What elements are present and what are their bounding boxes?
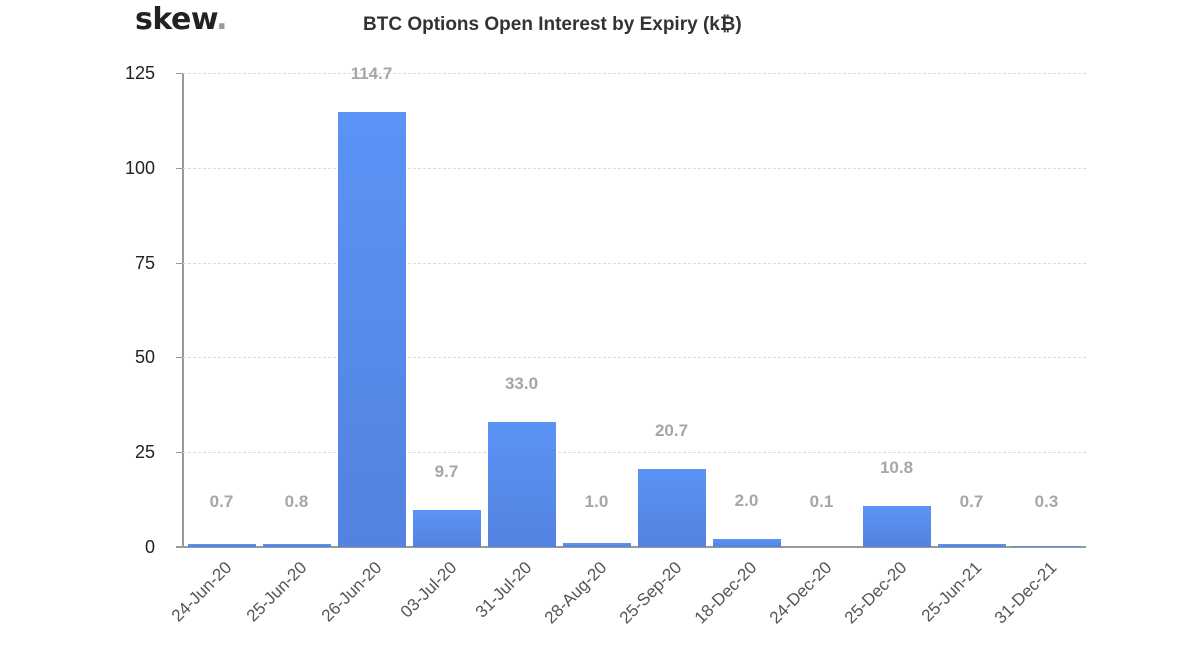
bar-24-Dec-20[interactable] [788, 546, 856, 547]
x-tick-label: 28-Aug-20 [540, 557, 610, 628]
gridline [183, 452, 1086, 453]
skew-logo: skew. [135, 0, 228, 40]
gridline [183, 357, 1086, 358]
bar-28-Aug-20[interactable] [563, 543, 631, 547]
value-label: 0.3 [1034, 492, 1059, 511]
x-tick-label: 25-Jun-20 [242, 557, 310, 626]
value-label: 1.0 [584, 492, 609, 511]
x-tick-label: 24-Jun-20 [167, 557, 235, 626]
y-tick-mark [176, 547, 183, 548]
gridline [183, 168, 1086, 169]
bar-31-Jul-20[interactable] [488, 421, 556, 547]
y-tick-label: 75 [134, 252, 155, 273]
gridline [183, 73, 1086, 74]
chart-title: BTC Options Open Interest by Expiry (k₿) [363, 14, 742, 35]
x-tick-label: 03-Jul-20 [396, 557, 460, 622]
x-tick-label: 31-Dec-21 [990, 557, 1060, 628]
bar-03-Jul-20[interactable] [413, 510, 481, 547]
logo-dot: . [216, 2, 228, 37]
y-axis-line [182, 73, 184, 548]
bar-24-Jun-20[interactable] [188, 544, 256, 547]
bar-25-Dec-20[interactable] [863, 506, 931, 547]
y-tick-label: 50 [134, 347, 155, 368]
bar-18-Dec-20[interactable] [713, 539, 781, 547]
y-tick-label: 0 [144, 537, 155, 557]
x-tick-label: 24-Dec-20 [765, 557, 835, 628]
x-tick-label: 31-Jul-20 [471, 557, 535, 622]
x-tick-label: 25-Jun-21 [917, 557, 985, 626]
x-axis-line [176, 546, 1086, 548]
value-label: 2.0 [734, 491, 759, 511]
value-label: 10.8 [879, 458, 914, 478]
bar-25-Sep-20[interactable] [638, 468, 706, 547]
y-tick-label: 25 [134, 442, 155, 463]
logo-text: skew [135, 2, 217, 37]
value-label: 0.7 [959, 492, 984, 511]
bar-25-Jun-21[interactable] [938, 544, 1006, 547]
y-tick-mark [176, 73, 183, 74]
x-tick-label: 26-Jun-20 [317, 557, 385, 626]
value-label: 33.0 [504, 373, 539, 393]
y-tick-label: 125 [124, 63, 155, 83]
y-tick-mark [176, 168, 183, 169]
bar-26-Jun-20[interactable] [338, 112, 406, 547]
bar-25-Jun-20[interactable] [263, 543, 331, 547]
x-tick-label: 25-Dec-20 [840, 557, 910, 628]
value-label: 9.7 [434, 462, 459, 482]
value-label: 114.7 [350, 64, 393, 84]
bar-31-Dec-21[interactable] [1013, 545, 1081, 547]
y-tick-label: 100 [124, 157, 155, 178]
value-label: 0.7 [209, 492, 234, 511]
value-label: 20.7 [654, 420, 689, 440]
value-label: 0.8 [284, 492, 309, 511]
y-tick-mark [176, 263, 183, 264]
value-label: 0.1 [809, 492, 834, 511]
x-tick-label: 25-Sep-20 [615, 557, 685, 628]
y-tick-mark [176, 452, 183, 453]
gridline [183, 263, 1086, 264]
y-tick-mark [176, 357, 183, 358]
x-tick-label: 18-Dec-20 [690, 557, 760, 628]
